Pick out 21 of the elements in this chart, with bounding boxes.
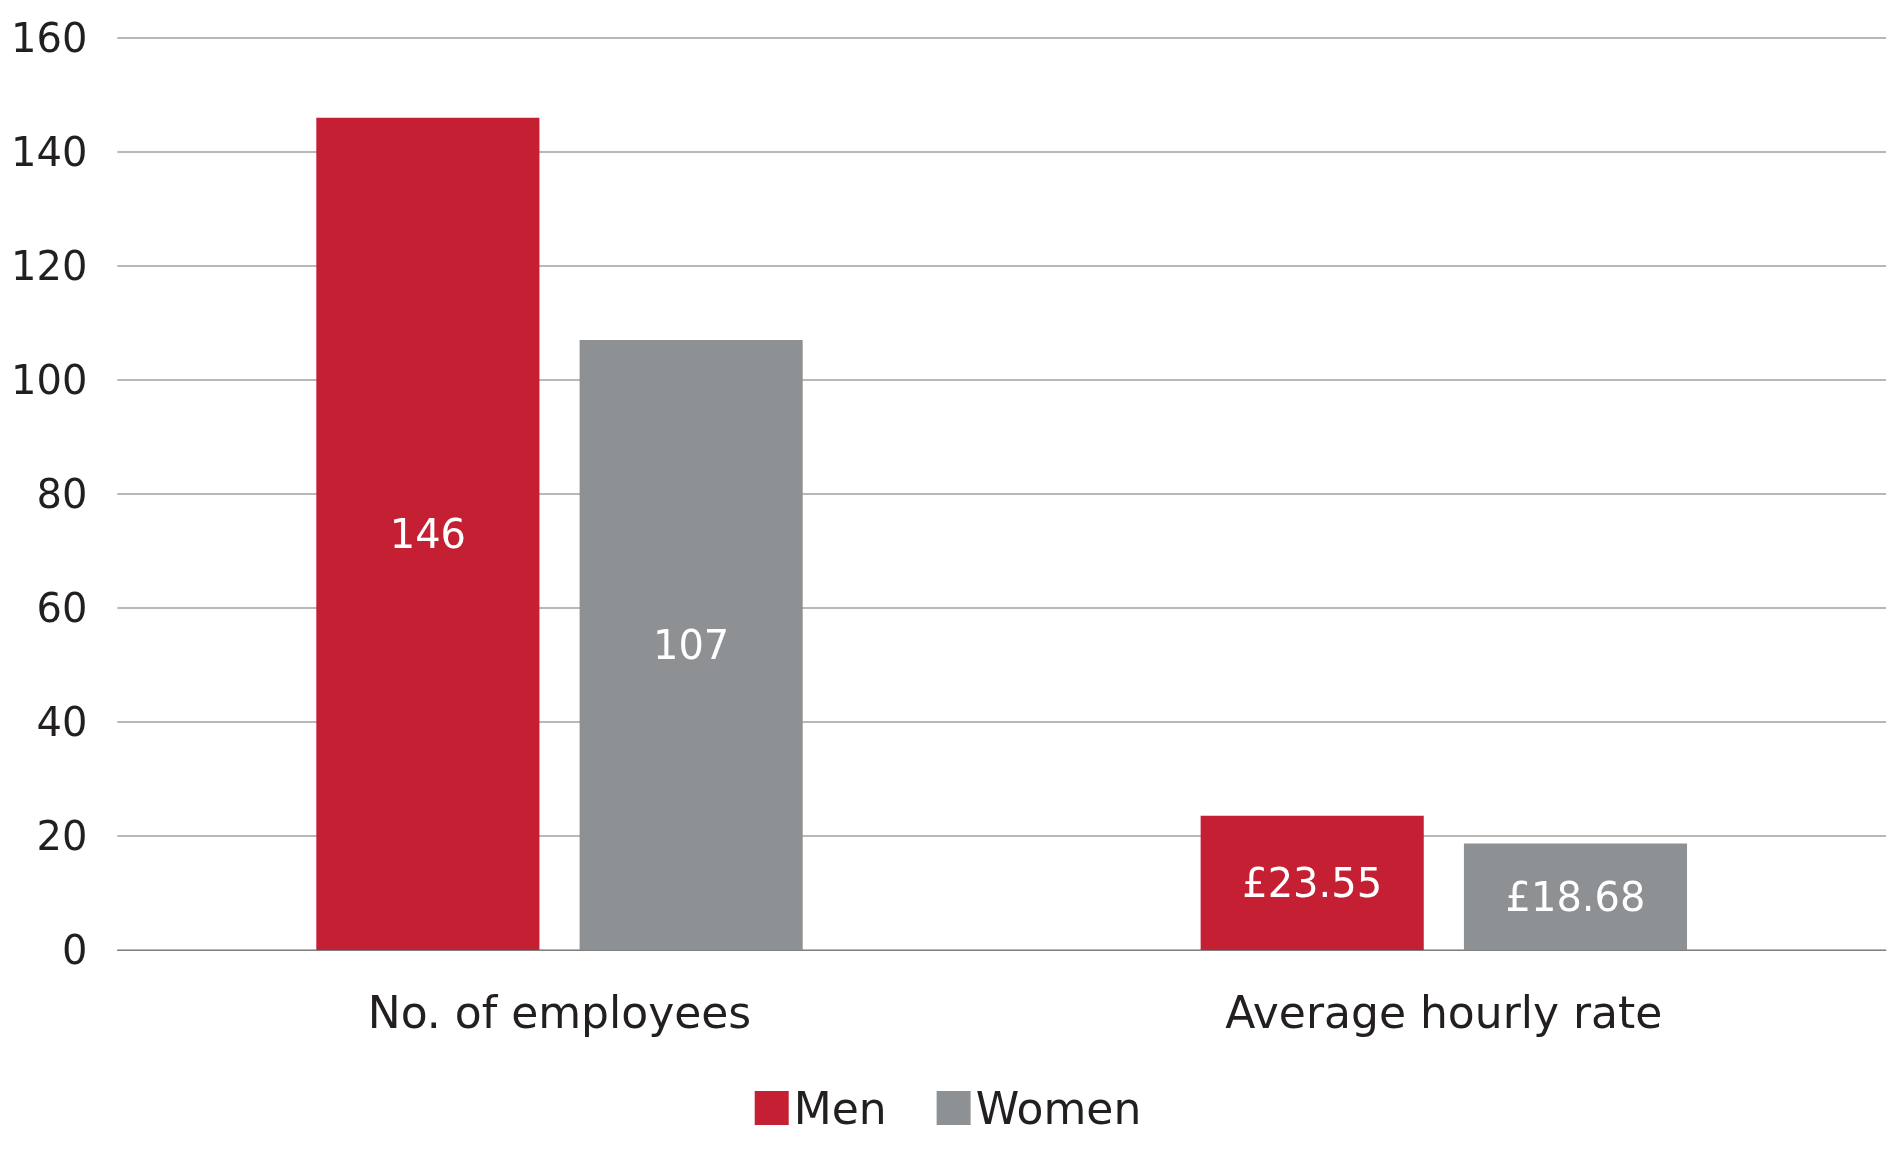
- x-tick-label: No. of employees: [367, 986, 752, 1038]
- y-tick-label: 140: [10, 129, 88, 175]
- y-tick-label: 60: [36, 585, 88, 631]
- y-tick-label: 80: [36, 471, 88, 517]
- legend-label: Women: [975, 1082, 1142, 1134]
- data-label: £18.68: [1505, 873, 1646, 920]
- y-tick-label: 20: [36, 813, 88, 859]
- data-label: 146: [389, 510, 467, 557]
- bar: [1200, 815, 1424, 950]
- x-tick-label: Average hourly rate: [1225, 986, 1663, 1038]
- bar: [579, 340, 803, 950]
- y-tick-label: 120: [10, 243, 88, 289]
- y-tick-label: 100: [10, 357, 88, 403]
- y-tick-label: 40: [36, 699, 88, 745]
- data-label: 107: [652, 622, 730, 669]
- data-label: £23.55: [1242, 859, 1383, 906]
- bar: [316, 117, 540, 950]
- y-tick-label: 0: [61, 927, 88, 973]
- y-tick-label: 160: [10, 15, 88, 61]
- bar: [1463, 843, 1688, 950]
- legend-label: Men: [793, 1082, 887, 1134]
